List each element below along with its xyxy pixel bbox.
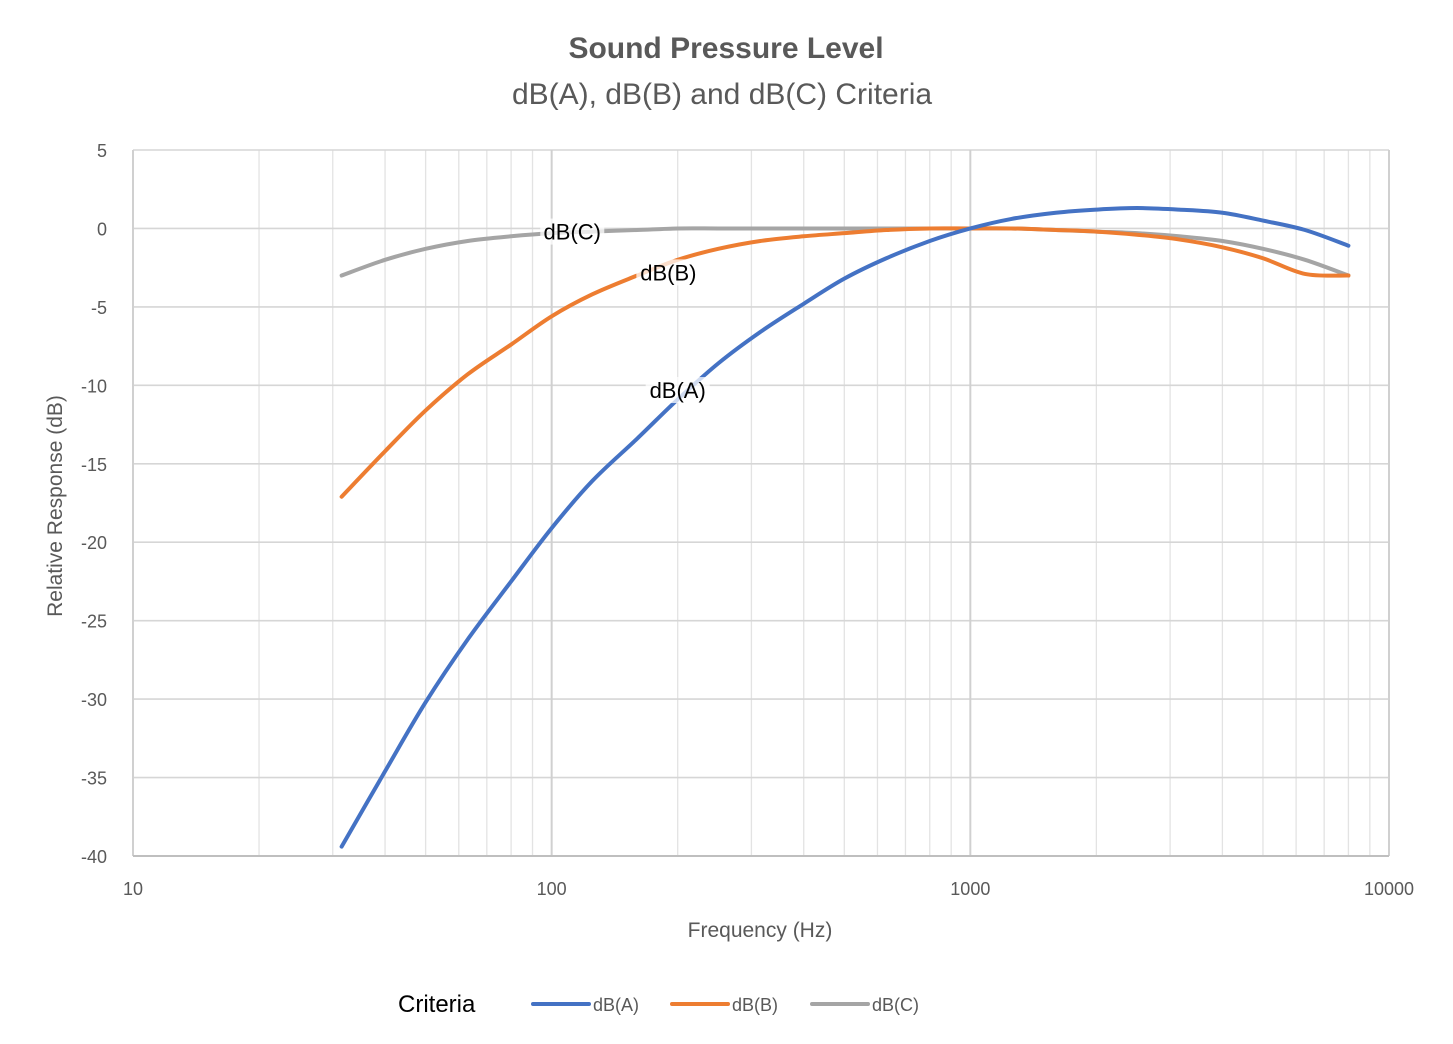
y-tick-label: -35 <box>81 769 107 789</box>
annotation-halo-dbb <box>636 259 701 286</box>
x-tick-label: 10 <box>123 879 143 899</box>
x-tick-label: 10000 <box>1364 879 1414 899</box>
series-lines <box>339 206 1351 849</box>
y-tick-label: 0 <box>97 219 107 239</box>
annotation-halo-dbc <box>540 218 605 245</box>
series-annotations: dB(A) dB(B) dB(C) <box>540 218 710 404</box>
x-axis-label: Frequency (Hz) <box>688 919 833 942</box>
y-tick-label: -10 <box>81 376 107 396</box>
minor-gridlines <box>258 150 1371 856</box>
series-line-dbb <box>339 226 1351 499</box>
y-tick-label: -40 <box>81 847 107 867</box>
y-tick-labels: 5 0 -5 -10 -15 -20 -25 -30 -35 -40 <box>81 141 107 867</box>
annotation-halo-dba <box>645 377 710 404</box>
y-tick-label: -30 <box>81 690 107 710</box>
annotation-dba: dB(A) <box>650 378 706 403</box>
legend-title: Criteria <box>398 991 476 1018</box>
x-tick-label: 1000 <box>950 879 990 899</box>
legend-label-dba: dB(A) <box>593 995 639 1015</box>
legend-label-dbc: dB(C) <box>872 995 919 1015</box>
y-tick-label: -25 <box>81 612 107 632</box>
y-tick-label: -15 <box>81 455 107 475</box>
legend-label-dbb: dB(B) <box>732 995 778 1015</box>
annotation-dbc: dB(C) <box>544 220 601 245</box>
x-tick-labels: 10 100 1000 10000 <box>123 879 1414 899</box>
chart-title: Sound Pressure Level <box>568 32 883 65</box>
y-tick-label: -5 <box>91 298 107 318</box>
series-line-dba <box>339 206 1351 849</box>
chart-subtitle: dB(A), dB(B) and dB(C) Criteria <box>512 78 932 111</box>
major-gridlines <box>132 149 1390 857</box>
annotation-dbb: dB(B) <box>640 260 696 285</box>
y-axis-label: Relative Response (dB) <box>44 395 67 617</box>
y-tick-label: 5 <box>97 141 107 161</box>
legend: Criteria dB(A) dB(B) dB(C) <box>398 991 919 1018</box>
y-tick-label: -20 <box>81 533 107 553</box>
series-line-dbc <box>339 226 1351 278</box>
x-tick-label: 100 <box>537 879 567 899</box>
